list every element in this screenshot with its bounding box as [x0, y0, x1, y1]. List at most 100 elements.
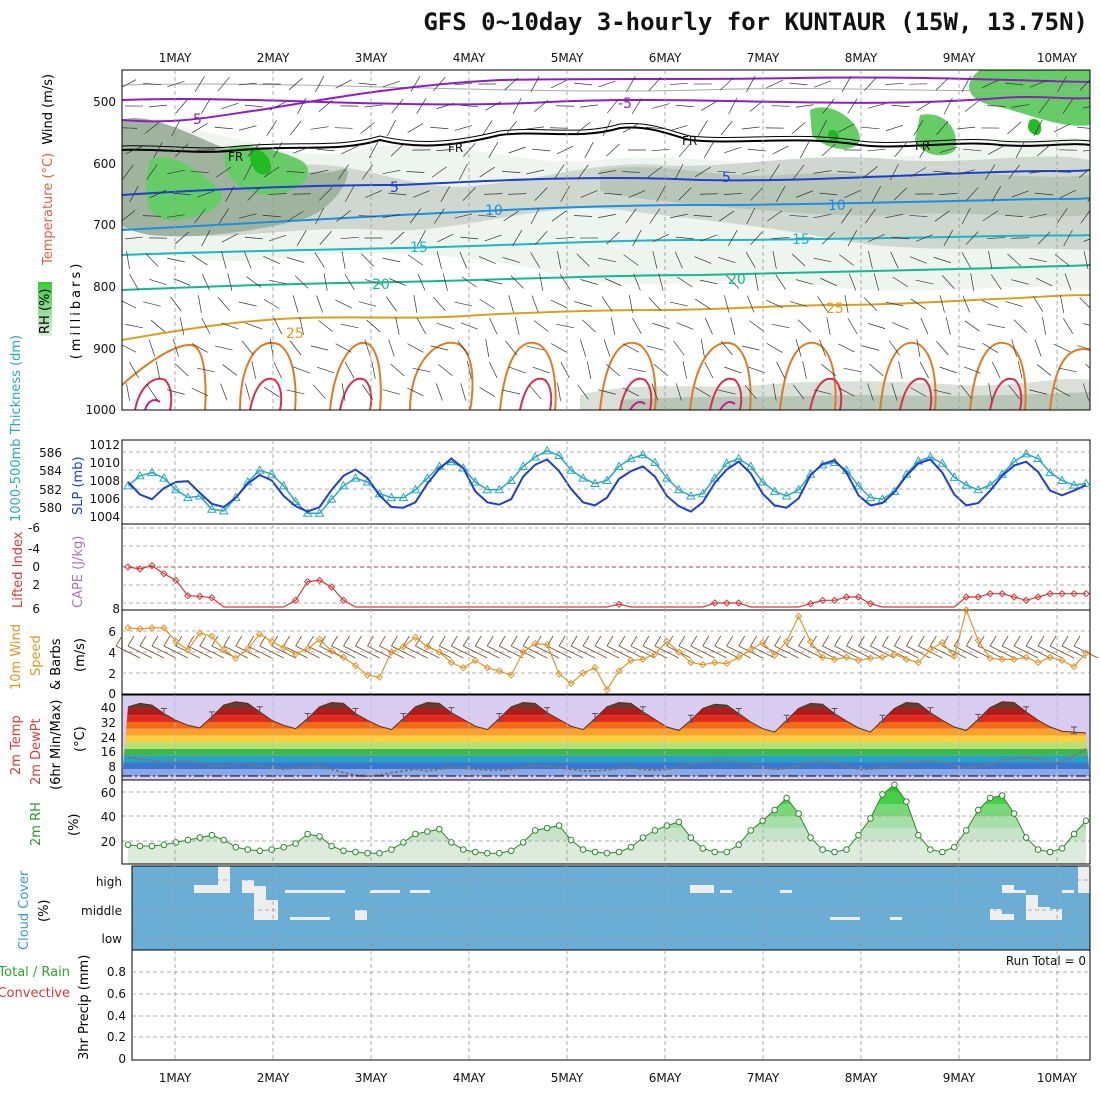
wind-barb	[499, 645, 524, 659]
wind10m-points	[124, 606, 1090, 694]
wind-point	[244, 645, 252, 653]
sounding-barb	[191, 387, 209, 397]
rh2m-axis: 60 40 20	[101, 786, 116, 849]
wind-point	[986, 654, 994, 663]
sounding-barb	[371, 361, 376, 379]
sounding-barb	[939, 295, 945, 313]
rh-point	[280, 843, 287, 851]
sounding-barb	[502, 389, 521, 395]
wind-barb-flag	[127, 635, 135, 647]
wind-barb-flag	[894, 635, 901, 647]
sounding-barb	[885, 83, 904, 85]
sounding-barb	[433, 76, 446, 92]
sounding-barb	[1005, 301, 1023, 307]
wind-barb-flag	[702, 635, 710, 647]
wind-barb-flag	[546, 635, 554, 647]
sounding-barb	[939, 366, 957, 374]
wind-barb	[654, 645, 680, 659]
rh-point	[843, 846, 850, 853]
sounding-barb	[167, 257, 185, 263]
wind-point	[639, 655, 647, 664]
rh-point	[1046, 848, 1054, 856]
wind-barb	[594, 645, 620, 659]
sounding-barb	[961, 251, 971, 269]
sounding-barb	[532, 366, 550, 374]
wind-point	[351, 661, 360, 670]
wind-barb	[331, 645, 356, 659]
wind10m-panel: 6 4 2 0 10m Wind Speed & Barbs (m/s)	[9, 606, 1099, 701]
sounding-barb	[148, 339, 156, 357]
sounding-barb	[584, 141, 594, 159]
pressure-tick: 1000	[85, 403, 116, 417]
sounding-barb	[478, 214, 497, 218]
wind-point	[675, 648, 683, 656]
temp-minmax-marker	[160, 707, 167, 716]
sounding-barb	[1083, 238, 1090, 242]
sounding-barb	[435, 383, 443, 401]
sounding-barb	[916, 101, 933, 111]
sounding-barb	[482, 120, 493, 136]
sounding-barb	[894, 142, 907, 158]
sounding-barb	[789, 215, 808, 217]
temp-minmax-marker	[304, 713, 311, 721]
sounding-barb	[247, 143, 261, 157]
slp-axis: 1012 1010 1008 1006 1004	[89, 438, 120, 524]
sounding-barb	[1011, 237, 1030, 239]
wind-point	[208, 632, 216, 640]
temp2m-line	[127, 701, 1087, 734]
sounding-barb	[484, 193, 503, 195]
sounding-barb	[867, 383, 874, 401]
sounding-barb	[436, 103, 455, 109]
rh-point	[543, 824, 551, 832]
sounding-barb	[694, 387, 711, 397]
sounding-barb	[462, 187, 476, 201]
sounding-barb	[1029, 213, 1047, 219]
li-point	[1082, 589, 1090, 598]
rh-point	[495, 849, 503, 857]
sounding-barb	[601, 296, 613, 312]
sounding-barb	[919, 361, 929, 379]
thickness-point	[626, 453, 636, 463]
temp-minmax-marker	[208, 711, 215, 720]
sounding-barb	[965, 187, 979, 201]
sounding-barb	[273, 361, 282, 379]
wind-point	[196, 629, 204, 637]
sounding-barb	[1033, 119, 1043, 137]
wind-barb-flag	[391, 635, 398, 647]
wind-point	[1010, 655, 1018, 664]
sounding-barb	[843, 367, 862, 373]
temp-minmax-marker	[687, 714, 694, 723]
wind-point	[1058, 656, 1066, 665]
sounding-barb	[891, 104, 910, 108]
wind-barb-flag	[906, 635, 913, 647]
wind-barb-flag	[534, 635, 542, 647]
sounding-barb	[294, 275, 309, 289]
sounding-barb	[963, 366, 981, 374]
wind-point	[327, 647, 336, 655]
wind-point	[806, 637, 815, 646]
wind-barb-flag	[822, 635, 829, 647]
sounding-barb	[933, 170, 952, 174]
sounding-barb	[813, 170, 832, 174]
sounding-barb	[682, 361, 688, 379]
sounding-barb	[149, 278, 167, 286]
li-point	[208, 593, 216, 602]
sounding-barb	[197, 295, 202, 313]
sounding-barb	[913, 120, 924, 136]
sounding-barb	[217, 76, 230, 92]
cloud-level-low: low	[102, 932, 123, 946]
li-axis: -6 -4 0 2 6 8	[28, 521, 120, 616]
cloud-panel: high middle low Cloud Cover (%)	[17, 865, 1091, 951]
sounding-barb	[175, 98, 188, 114]
wind-point	[220, 646, 228, 654]
sounding-barb	[1007, 121, 1022, 135]
sounding-barb	[556, 145, 574, 155]
sounding-barb	[179, 317, 185, 335]
sounding-barb	[598, 170, 616, 174]
temp-minmax-marker	[544, 707, 551, 715]
wind-point	[507, 671, 515, 679]
thickness-point	[266, 469, 277, 478]
wind-barb-flag	[223, 635, 231, 647]
sounding-barb	[268, 193, 287, 195]
wind-point	[172, 637, 180, 646]
